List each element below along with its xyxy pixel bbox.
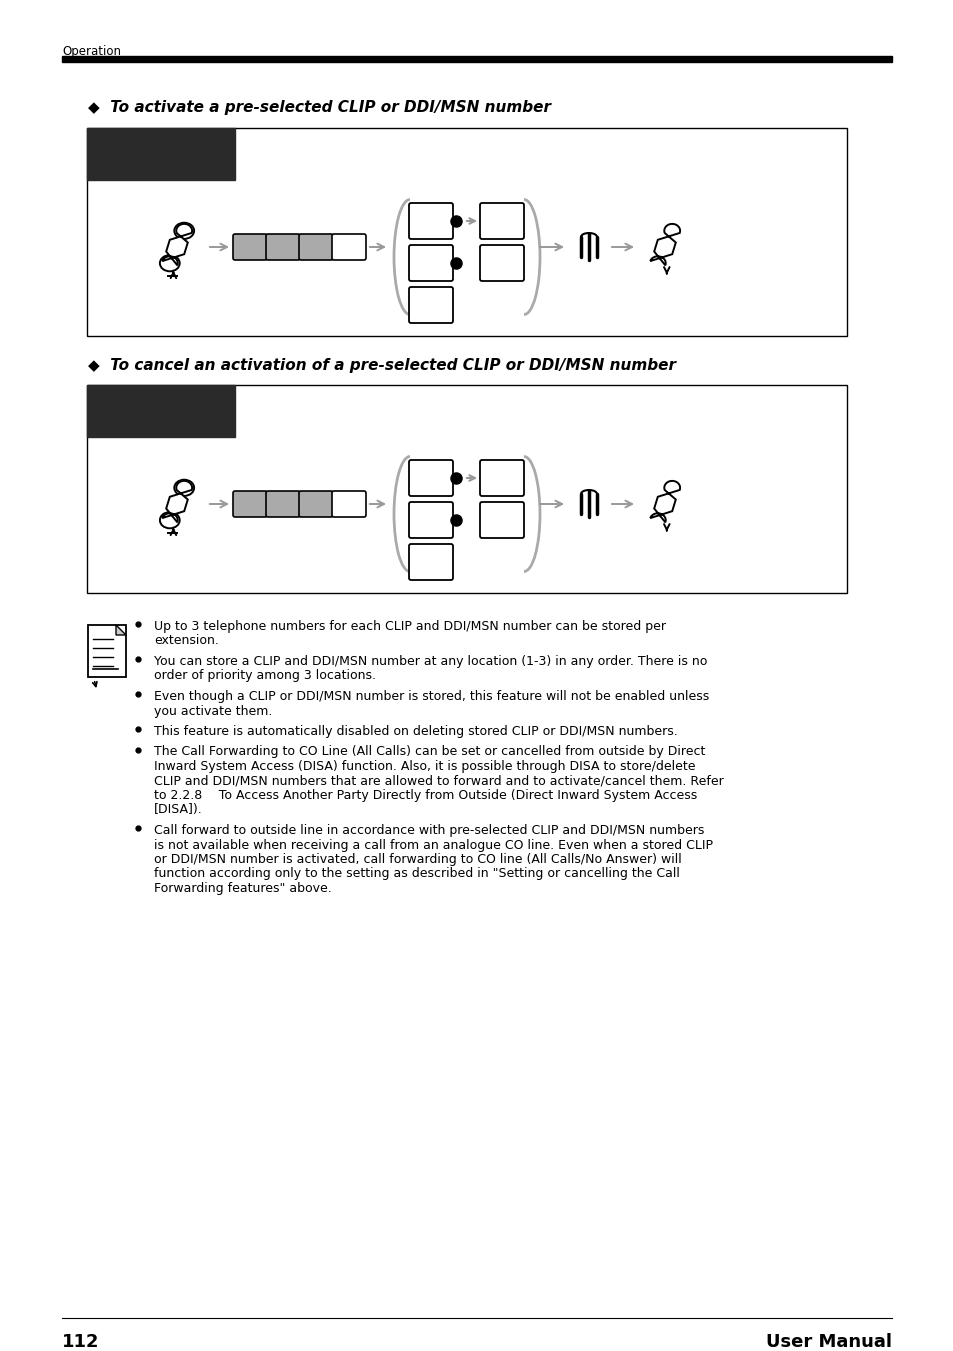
FancyBboxPatch shape — [479, 459, 523, 496]
Bar — [87, 128, 234, 180]
Text: function according only to the setting as described in "Setting or cancelling th: function according only to the setting a… — [153, 867, 679, 881]
FancyBboxPatch shape — [266, 490, 299, 517]
Text: extension.: extension. — [153, 635, 218, 647]
Polygon shape — [168, 236, 180, 258]
Text: ◆  To activate a pre-selected CLIP or DDI/MSN number: ◆ To activate a pre-selected CLIP or DDI… — [88, 100, 551, 115]
FancyBboxPatch shape — [233, 490, 267, 517]
Ellipse shape — [160, 255, 179, 272]
FancyBboxPatch shape — [409, 544, 453, 580]
Text: order of priority among 3 locations.: order of priority among 3 locations. — [153, 670, 375, 682]
Bar — [88, 626, 126, 677]
Text: Operation: Operation — [62, 45, 121, 58]
Text: [DISA]).: [DISA]). — [153, 804, 203, 816]
Bar — [62, 55, 891, 62]
Text: The Call Forwarding to CO Line (All Calls) can be set or cancelled from outside : The Call Forwarding to CO Line (All Call… — [153, 746, 704, 758]
Text: you activate them.: you activate them. — [153, 704, 273, 717]
Bar — [87, 385, 234, 436]
Ellipse shape — [160, 512, 179, 528]
Text: Forwarding features" above.: Forwarding features" above. — [153, 882, 332, 894]
Text: Call forward to outside line in accordance with pre-selected CLIP and DDI/MSN nu: Call forward to outside line in accordan… — [153, 824, 703, 838]
Text: to 2.2.8  To Access Another Party Directly from Outside (Direct Inward System Ac: to 2.2.8 To Access Another Party Directl… — [153, 789, 697, 802]
Bar — [87, 385, 846, 593]
Polygon shape — [162, 481, 192, 523]
Ellipse shape — [174, 223, 193, 239]
Bar — [87, 128, 846, 336]
Polygon shape — [650, 481, 679, 523]
Polygon shape — [162, 224, 192, 265]
FancyBboxPatch shape — [409, 203, 453, 239]
Text: is not available when receiving a call from an analogue CO line. Even when a sto: is not available when receiving a call f… — [153, 839, 712, 851]
FancyBboxPatch shape — [479, 503, 523, 538]
Text: 112: 112 — [62, 1333, 99, 1351]
Text: Inward System Access (DISA) function. Also, it is possible through DISA to store: Inward System Access (DISA) function. Al… — [153, 761, 695, 773]
Text: Even though a CLIP or DDI/MSN number is stored, this feature will not be enabled: Even though a CLIP or DDI/MSN number is … — [153, 690, 708, 703]
Polygon shape — [168, 493, 180, 515]
Text: User Manual: User Manual — [765, 1333, 891, 1351]
FancyBboxPatch shape — [409, 459, 453, 496]
FancyBboxPatch shape — [409, 245, 453, 281]
FancyBboxPatch shape — [479, 245, 523, 281]
FancyBboxPatch shape — [332, 490, 366, 517]
FancyBboxPatch shape — [233, 234, 267, 259]
Text: You can store a CLIP and DDI/MSN number at any location (1-3) in any order. Ther: You can store a CLIP and DDI/MSN number … — [153, 655, 706, 667]
FancyBboxPatch shape — [479, 203, 523, 239]
FancyBboxPatch shape — [298, 490, 333, 517]
Text: ◆  To cancel an activation of a pre-selected CLIP or DDI/MSN number: ◆ To cancel an activation of a pre-selec… — [88, 358, 676, 373]
Text: CLIP and DDI/MSN numbers that are allowed to forward and to activate/cancel them: CLIP and DDI/MSN numbers that are allowe… — [153, 774, 723, 788]
FancyBboxPatch shape — [298, 234, 333, 259]
Polygon shape — [650, 224, 679, 265]
FancyBboxPatch shape — [266, 234, 299, 259]
FancyBboxPatch shape — [409, 286, 453, 323]
FancyBboxPatch shape — [332, 234, 366, 259]
Text: This feature is automatically disabled on deleting stored CLIP or DDI/MSN number: This feature is automatically disabled o… — [153, 725, 677, 738]
Text: or DDI/MSN number is activated, call forwarding to CO line (All Calls/No Answer): or DDI/MSN number is activated, call for… — [153, 852, 681, 866]
FancyBboxPatch shape — [409, 503, 453, 538]
Ellipse shape — [174, 480, 193, 496]
Text: Up to 3 telephone numbers for each CLIP and DDI/MSN number can be stored per: Up to 3 telephone numbers for each CLIP … — [153, 620, 665, 634]
Polygon shape — [116, 626, 126, 635]
